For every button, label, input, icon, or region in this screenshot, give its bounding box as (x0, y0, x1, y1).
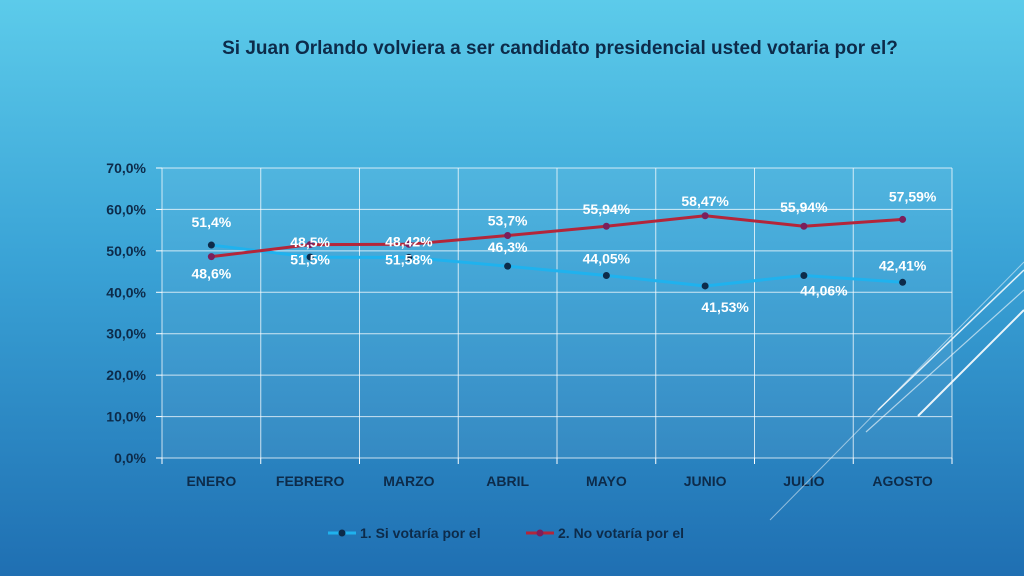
y-tick-label: 50,0% (106, 243, 146, 259)
series-1-data-label: 48,42% (385, 233, 433, 249)
chart-title: Si Juan Orlando volviera a ser candidato… (222, 38, 898, 59)
series-1-point (899, 278, 907, 286)
series-1-data-label: 48,5% (290, 234, 330, 250)
series-2-data-label: 53,7% (488, 213, 528, 229)
series-1-point (405, 253, 413, 261)
y-tick-label: 70,0% (106, 160, 146, 176)
legend: 1. Si votaría por el 2. No votaría por el (328, 525, 684, 541)
series-1-data-label: 44,05% (583, 251, 631, 267)
legend-marker-1 (338, 529, 346, 537)
y-tick-label: 0,0% (114, 450, 146, 466)
series-1-data-label: 41,53% (701, 299, 749, 315)
series-1-data-label: 44,06% (800, 282, 848, 298)
legend-marker-2 (536, 529, 544, 537)
legend-label-1: 1. Si votaría por el (360, 525, 481, 541)
series-2-point (701, 212, 709, 220)
x-tick-label: MARZO (383, 473, 434, 489)
series-2-data-label: 55,94% (583, 201, 631, 217)
series-2-point (602, 222, 610, 230)
series-2-data-label: 57,59% (889, 188, 937, 204)
y-tick-label: 10,0% (106, 409, 146, 425)
y-tick-label: 60,0% (106, 201, 146, 217)
x-tick-label: JULIO (783, 473, 824, 489)
y-axis: 0,0% 10,0% 20,0% 30,0% 40,0% 50,0% 60,0% 70,0% (106, 160, 146, 466)
series-2-data-label: 51,5% (290, 252, 330, 268)
series-1-data-label: 42,41% (879, 257, 927, 273)
series-2-point (504, 232, 512, 240)
series-1-data-label: 46,3% (488, 239, 528, 255)
x-tick-label: ENERO (186, 473, 236, 489)
series-1-point (207, 241, 215, 249)
series-2-point (405, 240, 413, 248)
series-2-point (207, 253, 215, 261)
x-axis: ENERO FEBRERO MARZO ABRIL MAYO JUNIO JULIO AGOS… (186, 473, 932, 489)
series-2-point (800, 222, 808, 230)
series-2-data-label: 55,94% (780, 199, 828, 215)
y-tick-label: 40,0% (106, 284, 146, 300)
series-2-data-label: 51,58% (385, 251, 433, 267)
data-labels: 51,4% 48,5% 48,42% 46,3% 44,05% 41,53% 44,06% 4… (192, 188, 937, 315)
series-2-point (306, 241, 314, 249)
series-1-point (602, 272, 610, 280)
series-1-point (701, 282, 709, 290)
legend-label-2: 2. No votaría por el (558, 525, 684, 541)
series-1-data-label: 51,4% (192, 214, 232, 230)
x-tick-label: AGOSTO (872, 473, 933, 489)
series-2-data-label: 58,47% (681, 193, 729, 209)
decorative-lines (769, 261, 1024, 521)
series-2-data-label: 48,6% (192, 266, 232, 282)
series-1-point (504, 262, 512, 270)
series-1-point (800, 271, 808, 279)
y-tick-label: 20,0% (106, 367, 146, 383)
x-tick-label: JUNIO (684, 473, 727, 489)
series-1-point (306, 253, 314, 261)
series-line-2 (211, 214, 903, 259)
series-layer (207, 212, 907, 290)
x-tick-label: MAYO (586, 473, 627, 489)
x-tick-label: ABRIL (486, 473, 529, 489)
series-2-point (899, 215, 907, 223)
series-line-1 (211, 243, 903, 288)
grid-lines (156, 167, 953, 464)
y-tick-label: 30,0% (106, 326, 146, 342)
x-tick-label: FEBRERO (276, 473, 345, 489)
